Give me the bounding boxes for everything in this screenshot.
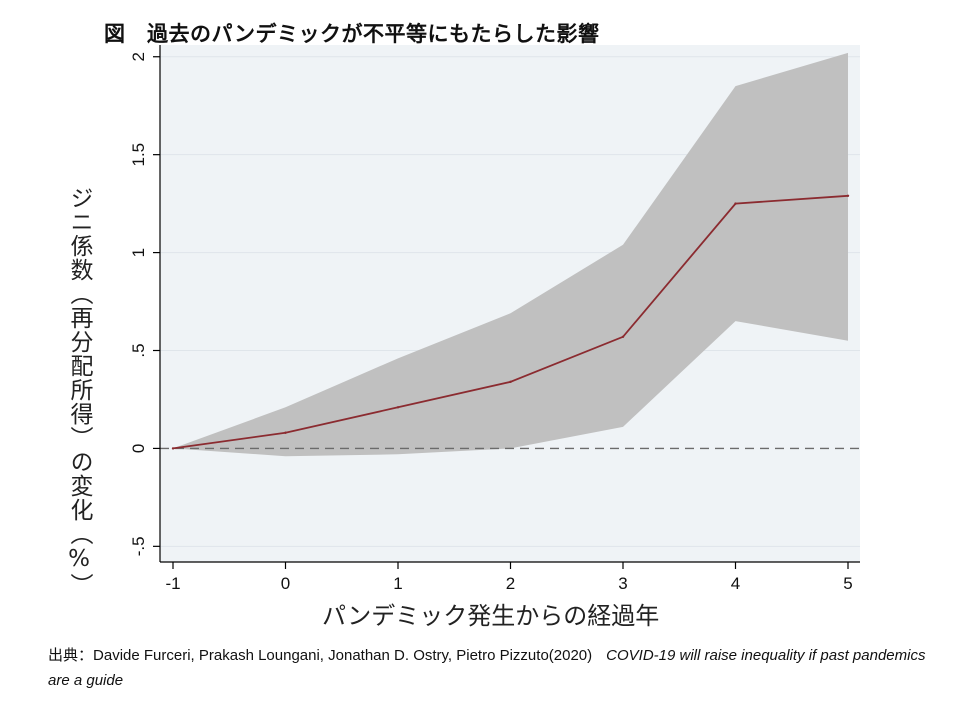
source-authors: Davide Furceri, Prakash Loungani, Jonath…: [93, 647, 593, 664]
x-tick-label: 5: [843, 574, 852, 593]
source-publication: COVID-19 will raise inequality if past p…: [48, 647, 926, 689]
data-point: [509, 380, 512, 384]
y-axis-ticks: -.5 0 .5 1 1.5 2: [129, 52, 160, 556]
data-point: [621, 335, 625, 338]
confidence-band: [173, 52, 848, 457]
source-citation: 出典：Davide Furceri, Prakash Loungani, Jon…: [48, 643, 928, 693]
figure-title: 図 過去のパンデミックが不平等にもたらした影響: [104, 22, 600, 46]
data-point: [284, 431, 287, 434]
data-point: [846, 194, 850, 197]
x-tick-label: 4: [731, 574, 740, 593]
y-tick-label: -.5: [129, 536, 148, 556]
y-tick-label: 1.5: [129, 143, 148, 167]
data-point: [734, 202, 737, 205]
x-tick-label: -1: [165, 574, 180, 593]
data-points: [171, 194, 850, 450]
x-tick-label: 1: [393, 574, 402, 593]
data-point: [396, 406, 400, 409]
x-tick-label: 3: [618, 574, 627, 593]
y-tick-label: .5: [129, 343, 148, 357]
y-axis-label: ジニ係数（再分配所得）の変化（%）: [66, 186, 92, 597]
y-tick-label: 0: [129, 444, 148, 453]
source-prefix: 出典：: [48, 647, 94, 664]
x-axis-label: パンデミック発生からの経過年: [322, 602, 660, 630]
y-tick-label: 1: [129, 248, 148, 257]
x-axis-ticks: -1 0 1 2 3 4 5: [165, 562, 853, 593]
x-tick-label: 2: [506, 574, 515, 593]
x-tick-label: 0: [281, 574, 290, 593]
y-tick-label: 2: [129, 52, 148, 61]
data-point: [171, 447, 175, 450]
